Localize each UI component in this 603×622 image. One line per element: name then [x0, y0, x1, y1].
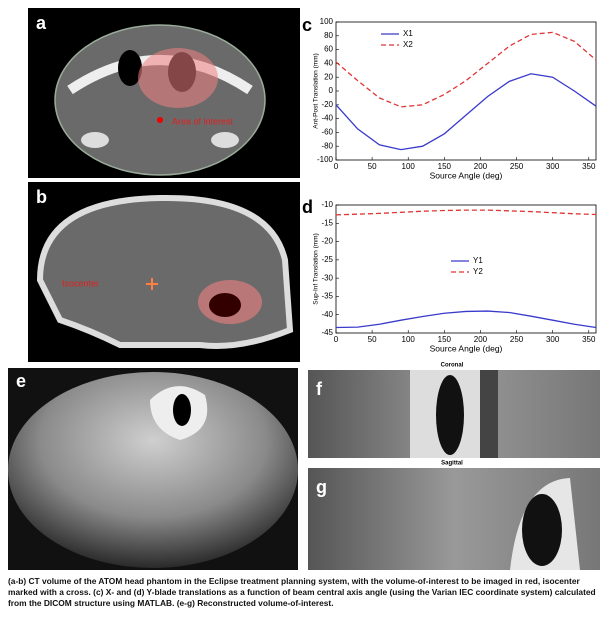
- y-tick-label: 40: [324, 59, 333, 68]
- x-tick-label: 0: [334, 335, 339, 344]
- annotation: Area of interest: [172, 116, 234, 126]
- legend-label: X1: [403, 29, 413, 38]
- x-tick-label: 250: [510, 162, 524, 171]
- y-tick-label: 20: [324, 72, 333, 81]
- x-tick-label: 300: [546, 335, 560, 344]
- annotation: Coronal: [441, 363, 464, 369]
- caption: (a-b) CT volume of the ATOM head phantom…: [8, 576, 598, 609]
- legend-label: Y1: [473, 256, 483, 265]
- y-axis-label: Ant-Post Translation (mm): [313, 53, 320, 129]
- figure: a Area of interest b Isocenter e Coronal…: [0, 0, 603, 575]
- y-tick-label: -15: [321, 218, 333, 227]
- x-tick-label: 100: [402, 335, 416, 344]
- plot-frame: [336, 205, 596, 333]
- y-tick-label: -25: [321, 255, 333, 264]
- x-tick-label: 350: [582, 335, 596, 344]
- plot-frame: [336, 22, 596, 160]
- annotation: Isocenter: [62, 278, 99, 288]
- y-tick-label: -30: [321, 273, 333, 282]
- x-axis-label: Source Angle (deg): [430, 170, 503, 180]
- y-tick-label: -100: [317, 155, 334, 164]
- x-axis-label: Source Angle (deg): [430, 343, 503, 353]
- sagittal-image: [308, 468, 600, 570]
- y-tick-label: -45: [321, 328, 333, 337]
- y-tick-label: -40: [321, 310, 333, 319]
- panel-label: b: [36, 187, 47, 207]
- y-tick-label: 60: [324, 45, 333, 54]
- panel-label: d: [302, 197, 313, 217]
- panel-label: g: [316, 477, 327, 497]
- y-tick-label: -20: [321, 100, 333, 109]
- y-tick-label: -35: [321, 292, 333, 301]
- panel-label: c: [302, 15, 312, 35]
- y-tick-label: 0: [329, 86, 334, 95]
- y-tick-label: -60: [321, 128, 333, 137]
- y-tick-label: 100: [320, 17, 334, 26]
- y-tick-label: -20: [321, 237, 333, 246]
- x-tick-label: 300: [546, 162, 560, 171]
- y-tick-label: -10: [321, 200, 333, 209]
- annotation: Sagittal: [441, 461, 463, 467]
- x-tick-label: 50: [368, 335, 377, 344]
- y-axis-label: Sup-Inf Translation (mm): [313, 233, 320, 305]
- y-tick-label: -80: [321, 141, 333, 150]
- ct-axial-image: [28, 8, 300, 178]
- x-tick-label: 250: [510, 335, 524, 344]
- page: a Area of interest b Isocenter e Coronal…: [0, 0, 603, 622]
- reconstruction-image: [8, 368, 298, 570]
- panel-label: f: [316, 379, 323, 399]
- x-tick-label: 100: [402, 162, 416, 171]
- legend-label: X2: [403, 40, 413, 49]
- coronal-image: [308, 370, 600, 458]
- x-tick-label: 350: [582, 162, 596, 171]
- x-tick-label: 50: [368, 162, 377, 171]
- legend-label: Y2: [473, 267, 483, 276]
- ct-sagittal-image: [28, 182, 300, 362]
- y-tick-label: 80: [324, 31, 333, 40]
- x-tick-label: 0: [334, 162, 339, 171]
- panel-label: a: [36, 13, 47, 33]
- panel-label: e: [16, 371, 26, 391]
- y-tick-label: -40: [321, 114, 333, 123]
